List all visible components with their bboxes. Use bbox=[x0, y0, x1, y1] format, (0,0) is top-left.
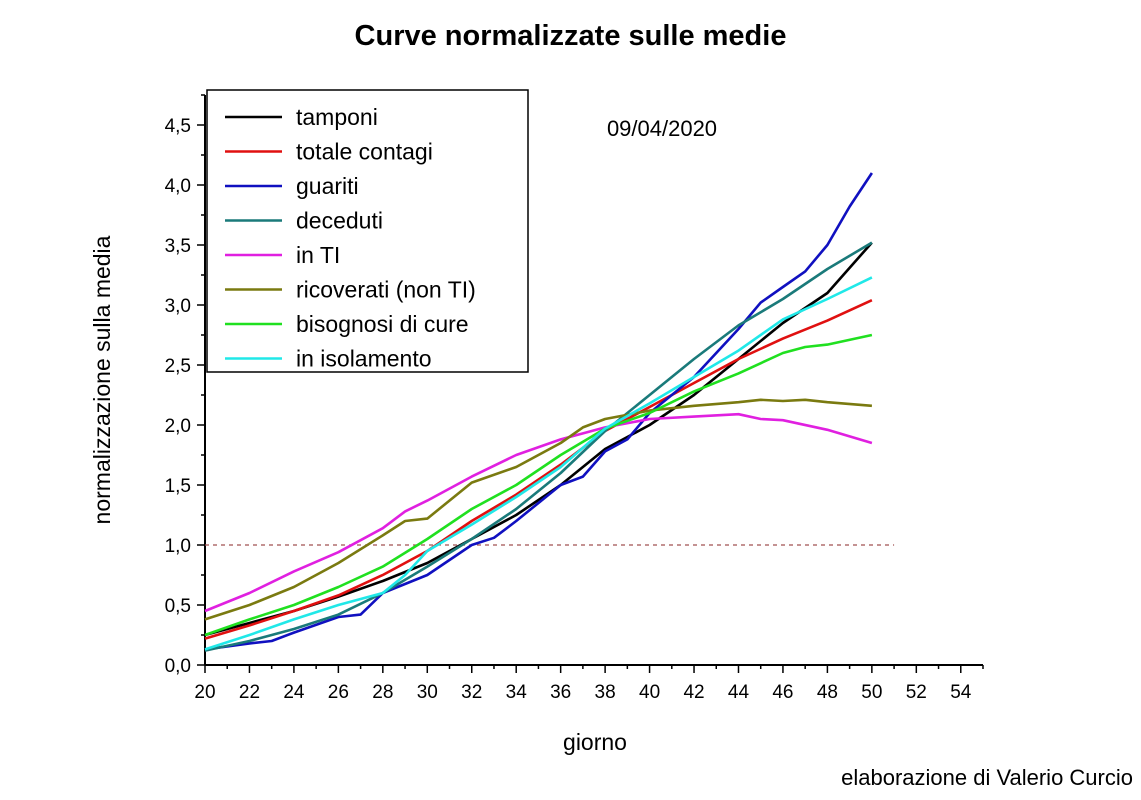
x-tick-label: 28 bbox=[372, 682, 393, 703]
legend-label: totale contagi bbox=[296, 139, 433, 165]
x-tick-label: 48 bbox=[817, 682, 838, 703]
series-line-in-isolamento bbox=[204, 276, 873, 651]
series-line-ricoverati-non-ti- bbox=[204, 398, 873, 621]
y-tick-label: 2,5 bbox=[165, 356, 191, 377]
x-axis-label: giorno bbox=[563, 729, 627, 755]
legend-label: in TI bbox=[296, 242, 340, 268]
legend-label: bisognosi di cure bbox=[296, 311, 469, 337]
x-tick-label: 54 bbox=[950, 682, 972, 703]
x-tick-label: 46 bbox=[772, 682, 793, 703]
credit-text: elaborazione di Valerio Curcio bbox=[841, 765, 1133, 790]
x-tick-label: 32 bbox=[461, 682, 482, 703]
x-tick-label: 34 bbox=[506, 682, 528, 703]
y-tick-label: 4,0 bbox=[165, 176, 191, 197]
x-tick-label: 22 bbox=[239, 682, 260, 703]
y-tick-label: 3,0 bbox=[165, 296, 191, 317]
legend-label: guariti bbox=[296, 173, 359, 199]
y-tick-label: 0,5 bbox=[165, 596, 191, 617]
y-tick-label: 1,5 bbox=[165, 476, 191, 497]
x-tick-label: 20 bbox=[194, 682, 215, 703]
x-tick-label: 30 bbox=[417, 682, 438, 703]
y-tick-label: 2,0 bbox=[165, 416, 191, 437]
series-line-in-ti bbox=[204, 412, 873, 613]
x-tick-label: 50 bbox=[861, 682, 882, 703]
series-line-guariti bbox=[204, 172, 873, 651]
series-line-totale-contagi bbox=[204, 299, 873, 640]
legend-label: ricoverati (non TI) bbox=[296, 277, 476, 303]
y-tick-label: 4,5 bbox=[165, 116, 191, 137]
x-tick-label: 26 bbox=[328, 682, 349, 703]
x-tick-label: 52 bbox=[906, 682, 927, 703]
legend-label: in isolamento bbox=[296, 346, 432, 372]
legend-label: tamponi bbox=[296, 104, 378, 130]
y-tick-label: 3,5 bbox=[165, 236, 191, 257]
x-tick-label: 42 bbox=[683, 682, 704, 703]
x-tick-label: 38 bbox=[595, 682, 616, 703]
y-tick-label: 1,0 bbox=[165, 536, 191, 557]
series-line-deceduti bbox=[204, 241, 873, 652]
chart-title: Curve normalizzate sulle medie bbox=[354, 20, 787, 52]
y-tick-label: 0,0 bbox=[165, 656, 191, 677]
x-tick-label: 40 bbox=[639, 682, 660, 703]
x-tick-label: 44 bbox=[728, 682, 750, 703]
x-tick-label: 36 bbox=[550, 682, 571, 703]
date-annotation: 09/04/2020 bbox=[607, 116, 717, 141]
y-axis-label: normalizzazione sulla media bbox=[89, 235, 115, 524]
x-tick-label: 24 bbox=[283, 682, 305, 703]
series-line-bisognosi-di-cure bbox=[204, 333, 873, 637]
legend-label: deceduti bbox=[296, 208, 383, 234]
